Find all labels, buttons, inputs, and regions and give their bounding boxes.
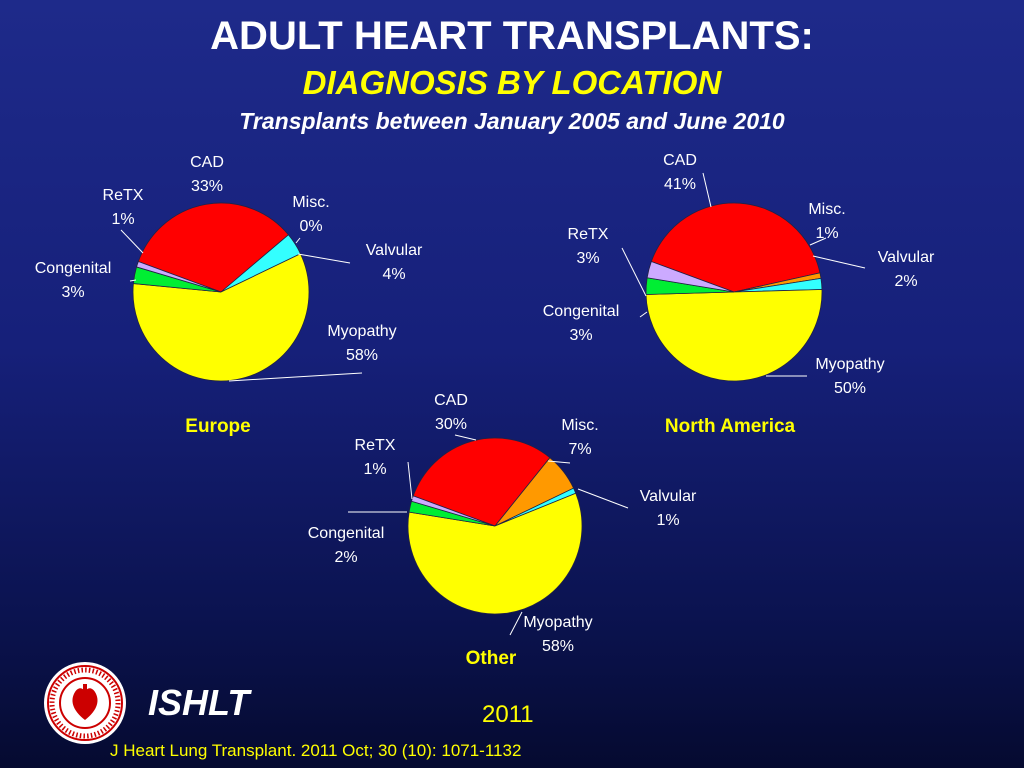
pie-slice-retx [646, 261, 735, 293]
slide-title: ADULT HEART TRANSPLANTS: [210, 14, 814, 58]
leader-line-myopathy [228, 372, 363, 382]
leader-line-misc [809, 237, 827, 246]
leader-line-retx [621, 247, 647, 297]
data-label-congenital: Congenital 3% [35, 260, 112, 301]
ishlt-logo-icon [44, 662, 126, 744]
pie-slice-retx [136, 261, 222, 293]
data-label-retx: ReTX 1% [103, 187, 144, 228]
leader-line-valvular [577, 488, 629, 509]
slide-date-range: Transplants between January 2005 and Jun… [239, 108, 785, 134]
pie-north-america: CAD 41% Misc. 1% Valvular 2% Myopathy 50% Congen… [543, 152, 935, 437]
region-label: Europe [185, 416, 250, 437]
leader-line-misc [547, 460, 571, 464]
data-label-cad: CAD 41% [663, 152, 697, 193]
leader-line-retx [407, 461, 413, 500]
leader-line-valvular [297, 253, 351, 264]
slide-subtitle: DIAGNOSIS BY LOCATION [302, 64, 722, 101]
data-label-myopathy: Myopathy 58% [327, 323, 396, 364]
leader-line-valvular [812, 255, 866, 269]
data-label-valvular: Valvular 2% [878, 249, 935, 290]
data-label-misc: Misc. 7% [561, 417, 598, 458]
pie-slice-cad [412, 437, 551, 527]
data-label-misc: Misc. 0% [292, 194, 329, 235]
data-label-myopathy: Myopathy 58% [523, 614, 592, 655]
data-label-cad: CAD 30% [434, 392, 468, 433]
data-label-misc: Misc. 1% [808, 201, 845, 242]
region-label: North America [665, 416, 796, 437]
leader-line-congenital [129, 279, 137, 282]
citation: J Heart Lung Transplant. 2011 Oct; 30 (1… [110, 741, 522, 760]
brand-name: ISHLT [148, 682, 250, 723]
region-label: Other [466, 648, 517, 669]
leader-line-congenital [639, 311, 648, 318]
pie-slice-cad [650, 202, 821, 293]
pie-charts: CAD 33% Misc. 0% Valvular 4% Myopathy 58% Congen… [35, 152, 935, 669]
pie-other: CAD 30% Misc. 7% Valvular 1% Myopathy 58% Congen… [308, 392, 697, 669]
leader-line-retx [120, 229, 144, 254]
pie-slice-myopathy [407, 492, 583, 615]
leader-line-myopathy [509, 611, 523, 636]
leader-line-cad [454, 434, 477, 441]
data-label-retx: ReTX 1% [355, 437, 396, 478]
data-label-valvular: Valvular 1% [640, 488, 697, 529]
pie-slice-cad [137, 202, 289, 293]
pie-slice-myopathy [132, 253, 310, 382]
pie-europe: CAD 33% Misc. 0% Valvular 4% Myopathy 58% Congen… [35, 154, 423, 437]
leader-line-misc [295, 237, 301, 244]
pie-slice-myopathy [645, 289, 823, 382]
leader-line-cad [702, 172, 712, 208]
data-label-congenital: Congenital 2% [308, 525, 385, 566]
year-label: 2011 [482, 701, 534, 728]
data-label-myopathy: Myopathy 50% [815, 356, 884, 397]
data-label-cad: CAD 33% [190, 154, 224, 195]
data-label-valvular: Valvular 4% [366, 242, 423, 283]
data-label-congenital: Congenital 3% [543, 303, 620, 344]
data-label-retx: ReTX 3% [568, 226, 609, 267]
